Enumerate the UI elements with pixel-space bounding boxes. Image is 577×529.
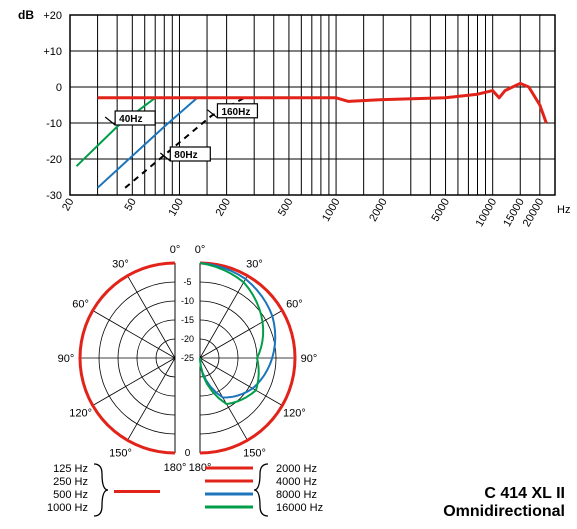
svg-text:90°: 90° xyxy=(58,353,75,365)
svg-text:-10: -10 xyxy=(46,118,62,130)
svg-text:-25: -25 xyxy=(181,353,194,363)
svg-text:150°: 150° xyxy=(109,447,132,459)
svg-text:1000: 1000 xyxy=(320,197,343,224)
svg-text:16000 Hz: 16000 Hz xyxy=(276,502,323,514)
svg-text:2000 Hz: 2000 Hz xyxy=(276,463,317,475)
polar-chart: 0° 30° 60° 90° 120° 150° 180° 0° 30° 60° 90° 120° 15… xyxy=(58,244,318,474)
svg-text:1000 Hz: 1000 Hz xyxy=(47,502,88,514)
svg-text:200: 200 xyxy=(214,197,234,219)
svg-text:20: 20 xyxy=(60,197,77,214)
svg-text:50: 50 xyxy=(122,197,139,214)
svg-text:8000 Hz: 8000 Hz xyxy=(276,489,317,501)
svg-text:250 Hz: 250 Hz xyxy=(53,476,88,488)
svg-text:10000: 10000 xyxy=(474,197,500,229)
svg-text:5000: 5000 xyxy=(429,197,452,224)
svg-text:-10: -10 xyxy=(181,296,194,306)
svg-text:-5: -5 xyxy=(183,277,191,287)
svg-text:60°: 60° xyxy=(72,299,89,311)
svg-text:Omnidirectional: Omnidirectional xyxy=(443,503,565,520)
svg-text:2000: 2000 xyxy=(367,197,390,224)
svg-text:0: 0 xyxy=(185,448,191,459)
svg-text:-30: -30 xyxy=(46,190,62,202)
svg-text:500: 500 xyxy=(276,197,296,219)
svg-text:40Hz: 40Hz xyxy=(119,114,142,125)
svg-text:120°: 120° xyxy=(283,408,306,420)
freq-response-chart: -30 -20 -10 0 +10 +20 20 50 100 200 500 1000 2000 500… xyxy=(18,8,570,229)
svg-text:-20: -20 xyxy=(46,154,62,166)
svg-text:+10: +10 xyxy=(43,46,62,58)
diagram-svg: -30 -20 -10 0 +10 +20 20 50 100 200 500 1000 2000 500… xyxy=(0,0,577,529)
svg-text:120°: 120° xyxy=(69,408,92,420)
svg-text:Hz: Hz xyxy=(557,204,570,216)
svg-text:0°: 0° xyxy=(195,244,206,256)
svg-text:125 Hz: 125 Hz xyxy=(53,463,88,475)
svg-text:dB: dB xyxy=(18,8,34,22)
svg-text:500 Hz: 500 Hz xyxy=(53,489,88,501)
svg-text:150°: 150° xyxy=(243,447,266,459)
svg-text:0°: 0° xyxy=(170,244,181,256)
svg-text:4000 Hz: 4000 Hz xyxy=(276,476,317,488)
svg-text:C 414 XL II: C 414 XL II xyxy=(484,485,565,502)
svg-text:+20: +20 xyxy=(43,10,62,22)
svg-text:30°: 30° xyxy=(246,259,263,271)
svg-text:-20: -20 xyxy=(181,334,194,344)
svg-text:90°: 90° xyxy=(301,353,318,365)
product-title: C 414 XL IIOmnidirectional xyxy=(443,485,565,520)
svg-text:80Hz: 80Hz xyxy=(174,150,197,161)
svg-text:60°: 60° xyxy=(286,299,303,311)
svg-text:100: 100 xyxy=(166,197,186,219)
svg-text:160Hz: 160Hz xyxy=(221,107,250,118)
svg-text:180°: 180° xyxy=(164,462,187,474)
svg-text:-15: -15 xyxy=(181,315,194,325)
svg-text:0: 0 xyxy=(56,82,62,94)
svg-text:30°: 30° xyxy=(112,259,129,271)
